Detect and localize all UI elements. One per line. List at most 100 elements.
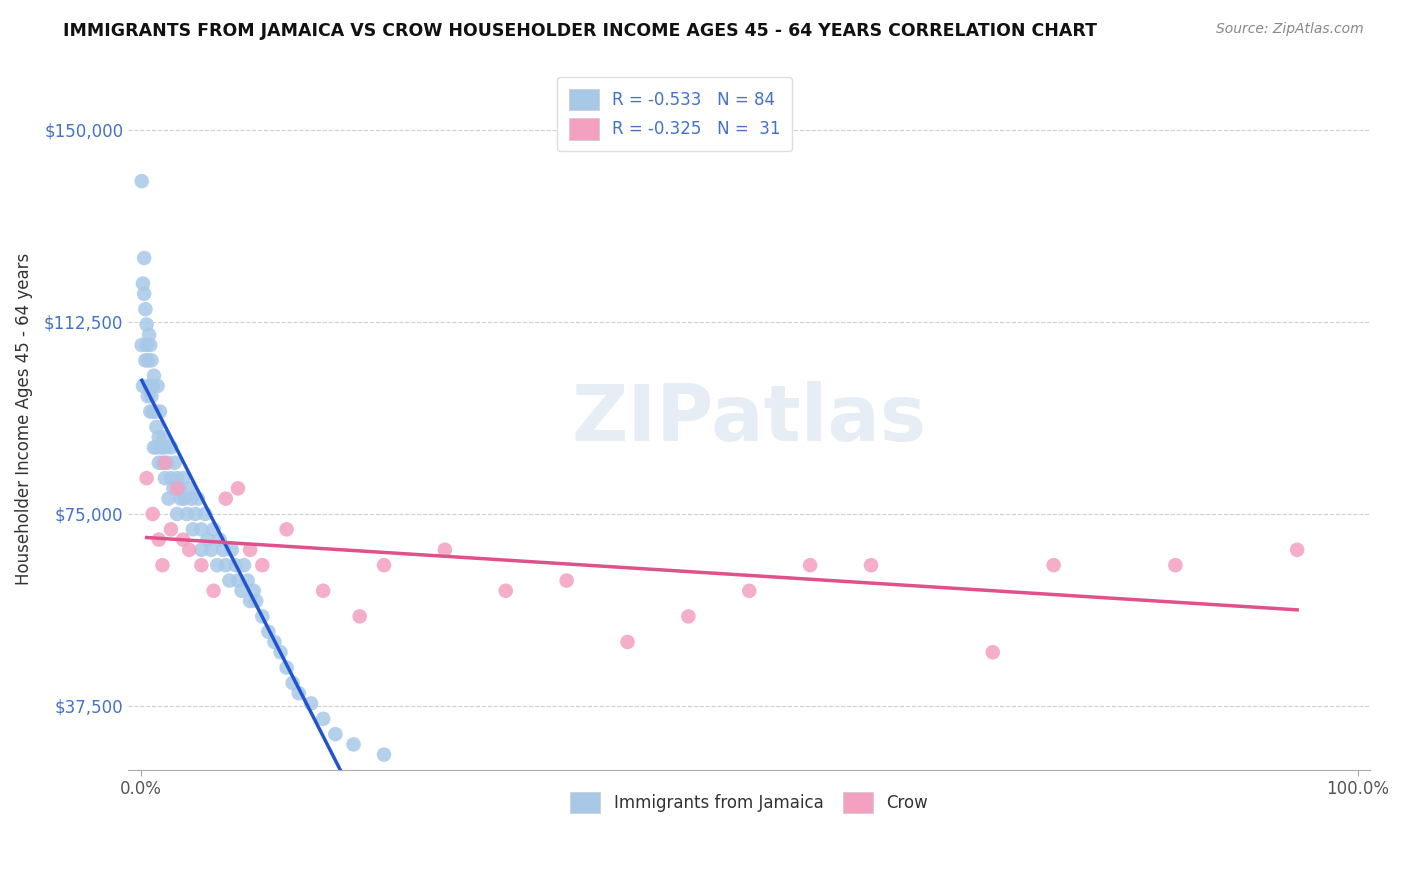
Point — [555, 574, 578, 588]
Point — [179, 482, 201, 496]
Point — [349, 609, 371, 624]
Point — [142, 507, 165, 521]
Point — [131, 174, 153, 188]
Point — [160, 471, 183, 485]
Point — [323, 727, 346, 741]
Point — [180, 491, 202, 506]
Point — [373, 558, 395, 573]
Point — [173, 491, 195, 506]
Text: Source: ZipAtlas.com: Source: ZipAtlas.com — [1216, 22, 1364, 37]
Point — [148, 533, 170, 547]
Point — [233, 558, 256, 573]
Point — [131, 338, 153, 352]
Point — [226, 574, 249, 588]
Point — [218, 574, 240, 588]
Point — [184, 507, 207, 521]
Point — [142, 441, 165, 455]
Point — [138, 327, 160, 342]
Point — [208, 533, 231, 547]
Point — [166, 507, 188, 521]
Point — [153, 456, 176, 470]
Point — [136, 353, 159, 368]
Point — [157, 491, 180, 506]
Point — [152, 430, 174, 444]
Point — [152, 456, 174, 470]
Point — [242, 583, 264, 598]
Point — [172, 471, 194, 485]
Point — [226, 482, 249, 496]
Point — [1164, 558, 1187, 573]
Point — [172, 533, 194, 547]
Point — [190, 542, 212, 557]
Point — [179, 542, 201, 557]
Point — [148, 430, 170, 444]
Point — [135, 338, 157, 352]
Text: ZIPatlas: ZIPatlas — [572, 381, 927, 458]
Point — [190, 558, 212, 573]
Point — [139, 404, 162, 418]
Point — [281, 676, 304, 690]
Legend: Immigrants from Jamaica, Crow: Immigrants from Jamaica, Crow — [558, 780, 941, 825]
Point — [190, 522, 212, 536]
Point — [197, 533, 219, 547]
Point — [270, 645, 292, 659]
Point — [134, 286, 156, 301]
Point — [231, 583, 253, 598]
Point — [141, 389, 163, 403]
Point — [312, 583, 335, 598]
Y-axis label: Householder Income Ages 45 - 64 years: Householder Income Ages 45 - 64 years — [15, 253, 32, 585]
Point — [678, 609, 700, 624]
Point — [170, 491, 193, 506]
Text: IMMIGRANTS FROM JAMAICA VS CROW HOUSEHOLDER INCOME AGES 45 - 64 YEARS CORRELATIO: IMMIGRANTS FROM JAMAICA VS CROW HOUSEHOL… — [63, 22, 1097, 40]
Point — [138, 379, 160, 393]
Point — [202, 583, 225, 598]
Point — [1286, 542, 1309, 557]
Point — [136, 389, 159, 403]
Point — [145, 420, 167, 434]
Point — [200, 542, 222, 557]
Point — [156, 456, 179, 470]
Point — [146, 379, 169, 393]
Point — [134, 302, 156, 317]
Point — [495, 583, 517, 598]
Point — [245, 594, 267, 608]
Point — [148, 456, 170, 470]
Point — [252, 558, 274, 573]
Point — [276, 522, 298, 536]
Point — [263, 635, 285, 649]
Point — [163, 456, 186, 470]
Point — [135, 471, 157, 485]
Point — [143, 404, 166, 418]
Point — [160, 441, 183, 455]
Point — [135, 318, 157, 332]
Point — [194, 507, 217, 521]
Point — [162, 482, 184, 496]
Point — [616, 635, 638, 649]
Point — [212, 542, 235, 557]
Point — [166, 471, 188, 485]
Point — [134, 251, 156, 265]
Point — [169, 482, 191, 496]
Point — [176, 507, 198, 521]
Point — [252, 609, 274, 624]
Point — [373, 747, 395, 762]
Point — [433, 542, 456, 557]
Point — [215, 558, 238, 573]
Point — [145, 441, 167, 455]
Point — [239, 542, 262, 557]
Point — [981, 645, 1004, 659]
Point — [150, 441, 173, 455]
Point — [257, 624, 280, 639]
Point — [299, 697, 322, 711]
Point — [312, 712, 335, 726]
Point — [221, 542, 243, 557]
Point — [239, 594, 262, 608]
Point — [202, 522, 225, 536]
Point — [205, 558, 228, 573]
Point — [276, 660, 298, 674]
Point — [738, 583, 761, 598]
Point — [187, 491, 209, 506]
Point — [859, 558, 882, 573]
Point — [149, 404, 172, 418]
Point — [142, 379, 165, 393]
